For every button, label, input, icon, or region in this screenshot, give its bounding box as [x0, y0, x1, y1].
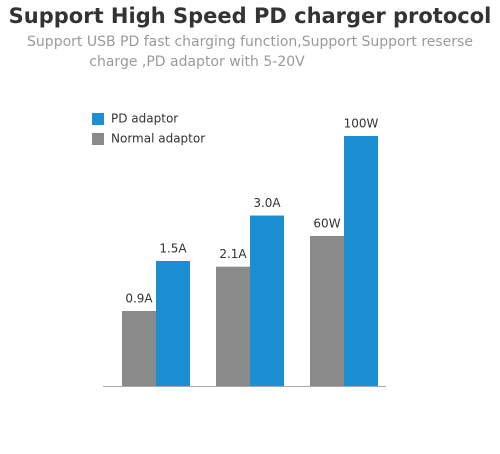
- bar: [122, 311, 156, 386]
- subtitle: Support USB PD fast charging function,Su…: [27, 34, 473, 50]
- value-label: 2.1A: [219, 247, 247, 261]
- subtitle: charge ,PD adaptor with 5-20V: [89, 54, 305, 70]
- bar: [344, 136, 378, 386]
- legend-label: PD adaptor: [111, 112, 178, 126]
- value-label: 100W: [344, 117, 379, 131]
- chart-title: Support High Speed PD charger protocol: [9, 4, 492, 28]
- bar: [156, 261, 190, 386]
- legend-label: Normal adaptor: [111, 132, 205, 146]
- value-label: 1.5A: [159, 242, 187, 256]
- value-label: 60W: [313, 217, 340, 231]
- value-label: 3.0A: [253, 196, 281, 210]
- value-label: 0.9A: [125, 292, 153, 306]
- legend-swatch: [92, 133, 104, 145]
- bar: [216, 266, 250, 386]
- bar: [250, 215, 284, 386]
- bar: [310, 236, 344, 386]
- legend-swatch: [92, 113, 104, 125]
